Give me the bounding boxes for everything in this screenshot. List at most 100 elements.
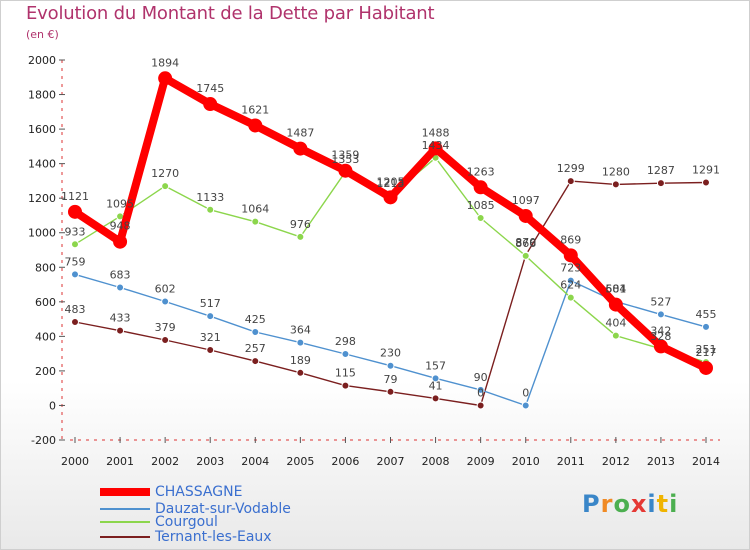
data-label: 79 xyxy=(384,373,398,386)
data-point xyxy=(566,293,575,302)
data-point xyxy=(611,180,620,189)
data-label: 1270 xyxy=(151,167,179,180)
legend-item-ternant: Ternant-les-Eaux xyxy=(100,529,360,545)
data-label: 455 xyxy=(696,308,717,321)
data-label: 483 xyxy=(65,303,86,316)
data-point xyxy=(608,297,623,312)
x-tick-label: 2000 xyxy=(61,455,89,468)
data-label: 298 xyxy=(335,335,356,348)
data-point xyxy=(563,248,578,263)
data-label: 379 xyxy=(155,321,176,334)
x-tick-label: 2001 xyxy=(106,455,134,468)
data-point xyxy=(521,401,530,410)
legend-label: CHASSAGNE xyxy=(155,484,243,500)
data-label: 189 xyxy=(290,354,311,367)
data-point xyxy=(158,71,173,86)
data-label: 1121 xyxy=(61,190,89,203)
series-layer xyxy=(68,71,713,410)
data-point xyxy=(476,401,485,410)
data-point xyxy=(476,214,485,223)
x-tick-label: 2005 xyxy=(286,455,314,468)
data-label: 584 xyxy=(605,283,626,296)
data-label: 1263 xyxy=(467,165,495,178)
logo-letter: o xyxy=(613,490,631,518)
x-tick-label: 2012 xyxy=(602,455,630,468)
data-label: 723 xyxy=(560,262,581,275)
data-label: 1097 xyxy=(512,194,540,207)
data-point xyxy=(71,270,79,279)
logo-letter: r xyxy=(600,490,614,518)
legend-swatch xyxy=(100,488,150,496)
data-point xyxy=(203,97,218,112)
legend-swatch xyxy=(100,508,150,510)
data-label: 759 xyxy=(65,255,86,268)
data-label: 517 xyxy=(200,297,221,310)
data-label: 683 xyxy=(110,268,131,281)
data-label: 404 xyxy=(605,317,626,330)
data-point xyxy=(702,178,710,187)
legend-label: Dauzat-sur-Vodable xyxy=(155,501,291,517)
data-point xyxy=(296,338,305,347)
x-tick-label: 2002 xyxy=(151,455,179,468)
chart-unit-label: (en €) xyxy=(26,28,59,41)
data-point xyxy=(386,361,395,370)
data-point xyxy=(296,368,305,377)
x-tick-label: 2004 xyxy=(241,455,269,468)
data-label: 364 xyxy=(290,324,311,337)
logo-letter: i xyxy=(669,490,679,518)
data-point xyxy=(566,177,575,186)
y-tick-label: 1400 xyxy=(28,158,56,171)
data-label: 1745 xyxy=(196,82,224,95)
legend-label: Ternant-les-Eaux xyxy=(155,529,272,545)
data-label: 328 xyxy=(650,330,671,343)
data-point xyxy=(161,335,170,344)
y-tick-label: -200 xyxy=(31,434,56,447)
data-label: 1488 xyxy=(422,126,450,139)
axes: -200020040060080010001200140016001800200… xyxy=(28,54,720,468)
data-point xyxy=(431,374,440,383)
data-label: 115 xyxy=(335,367,356,380)
y-tick-label: 1800 xyxy=(28,89,56,102)
data-point xyxy=(699,360,713,375)
data-label: 321 xyxy=(200,331,221,344)
data-point xyxy=(383,190,398,205)
legend-item-dauzat: Dauzat-sur-Vodable xyxy=(100,501,360,517)
data-point xyxy=(113,234,128,249)
data-label: 0 xyxy=(477,386,484,399)
logo-letter: i xyxy=(647,490,657,518)
data-label: 933 xyxy=(65,225,86,238)
data-label: 1487 xyxy=(286,127,314,140)
legend-swatch xyxy=(100,521,150,523)
legend-item-chassagne: CHASSAGNE xyxy=(100,484,360,500)
data-label: 230 xyxy=(380,347,401,360)
x-tick-label: 2008 xyxy=(422,455,450,468)
data-point xyxy=(68,204,82,219)
data-point xyxy=(341,381,350,390)
data-label: 257 xyxy=(245,342,266,355)
data-label: 624 xyxy=(560,279,581,292)
data-point xyxy=(656,310,665,319)
data-point xyxy=(341,349,350,358)
data-point xyxy=(161,182,170,191)
data-point xyxy=(431,394,440,403)
data-label: 1287 xyxy=(647,164,675,177)
x-tick-label: 2013 xyxy=(647,455,675,468)
data-point xyxy=(518,208,533,223)
data-label: 1353 xyxy=(331,153,359,166)
x-tick-label: 2010 xyxy=(512,455,540,468)
x-tick-label: 2006 xyxy=(331,455,359,468)
logo-letter: P xyxy=(582,490,601,518)
series-0 xyxy=(68,71,713,375)
y-tick-label: 400 xyxy=(35,330,56,343)
data-label: 251 xyxy=(696,343,717,356)
data-label: 1213 xyxy=(377,177,405,190)
logo-letter: x xyxy=(630,490,648,518)
data-point xyxy=(656,179,665,188)
legend-item-courgoul: Courgoul xyxy=(100,514,360,530)
x-tick-label: 2011 xyxy=(557,455,585,468)
data-point xyxy=(251,217,260,226)
data-label: 342 xyxy=(650,324,671,337)
y-tick-label: 800 xyxy=(35,261,56,274)
data-label: 869 xyxy=(560,233,581,246)
x-tick-label: 2003 xyxy=(196,455,224,468)
